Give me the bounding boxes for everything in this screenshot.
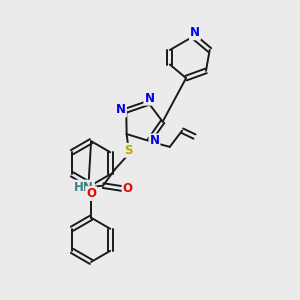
Text: S: S [124,144,132,157]
Text: N: N [116,103,126,116]
Text: HN: HN [74,181,94,194]
Text: N: N [144,92,154,105]
Text: O: O [86,187,96,200]
Text: O: O [122,182,133,195]
Text: N: N [190,26,200,39]
Text: N: N [149,134,160,148]
